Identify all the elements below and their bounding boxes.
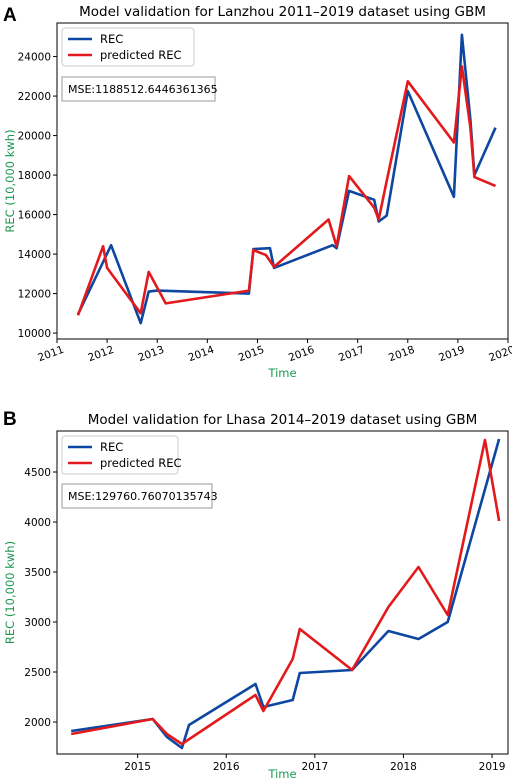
legend-label-actual: REC	[100, 440, 123, 454]
panel-letter: A	[3, 5, 17, 26]
legend-label-predicted: predicted REC	[100, 48, 182, 62]
y-tick-label: 16000	[18, 210, 51, 222]
mse-box	[61, 483, 213, 509]
chart-title: Model validation for Lhasa 2014–2019 dat…	[88, 412, 478, 428]
x-tick-label: 2017	[301, 761, 328, 773]
x-tick-label: 2017	[337, 344, 366, 364]
chart-title: Model validation for Lanzhou 2011–2019 d…	[79, 4, 486, 20]
mse-annotation: MSE:1188512.6446361365	[68, 83, 218, 96]
y-tick-label: 3500	[24, 567, 51, 579]
panel-b: B Model validation for Lhasa 2014–2019 da…	[3, 409, 509, 781]
y-tick-label: 10000	[18, 328, 51, 340]
plot-frame	[56, 22, 509, 340]
legend-label-actual: REC	[100, 32, 123, 46]
x-tick-label: 2012	[86, 344, 115, 364]
y-tick-label: 3000	[24, 617, 51, 629]
x-tick-label: 2018	[387, 344, 416, 364]
y-tick-label: 12000	[18, 289, 51, 301]
x-tick-label: 2011	[36, 344, 65, 364]
y-tick-label: 22000	[18, 91, 51, 103]
mse-annotation: MSE:129760.76070135743	[68, 490, 218, 503]
x-tick-label: 2019	[479, 761, 506, 773]
x-tick-label: 2020	[487, 344, 512, 364]
series-line-actual	[71, 438, 501, 750]
y-tick-label: 4000	[24, 517, 51, 529]
series-line-predicted	[70, 438, 501, 746]
x-tick-label: 2016	[213, 761, 240, 773]
y-tick-label: 2000	[24, 717, 51, 729]
x-tick-label: 2013	[137, 344, 166, 364]
x-axis-label: Time	[267, 366, 296, 380]
y-tick-label: 24000	[18, 52, 51, 64]
x-tick-label: 2018	[390, 761, 417, 773]
plot-frame	[56, 430, 509, 755]
legend-box	[61, 27, 195, 67]
y-tick-label: 20000	[18, 131, 51, 143]
mse-box	[61, 76, 216, 102]
panel-a: A Model validation for Lanzhou 2011–2019 …	[3, 4, 512, 380]
panel-letter: B	[3, 409, 17, 430]
y-tick-label: 2500	[24, 667, 51, 679]
y-tick-label: 18000	[18, 170, 51, 182]
x-tick-label: 2015	[237, 344, 266, 364]
y-axis-label: REC (10,000 kwh)	[3, 541, 17, 644]
x-tick-label: 2019	[437, 344, 466, 364]
x-axis-label: Time	[267, 767, 296, 781]
legend-box	[61, 435, 179, 475]
y-axis-label: REC (10,000 kwh)	[3, 129, 17, 232]
y-tick-label: 14000	[18, 249, 51, 261]
x-tick-label: 2015	[124, 761, 151, 773]
series-line-predicted	[76, 65, 497, 316]
y-tick-label: 4500	[24, 467, 51, 479]
x-tick-label: 2016	[287, 344, 317, 365]
legend-label-predicted: predicted REC	[100, 456, 182, 470]
x-tick-label: 2014	[187, 344, 217, 365]
